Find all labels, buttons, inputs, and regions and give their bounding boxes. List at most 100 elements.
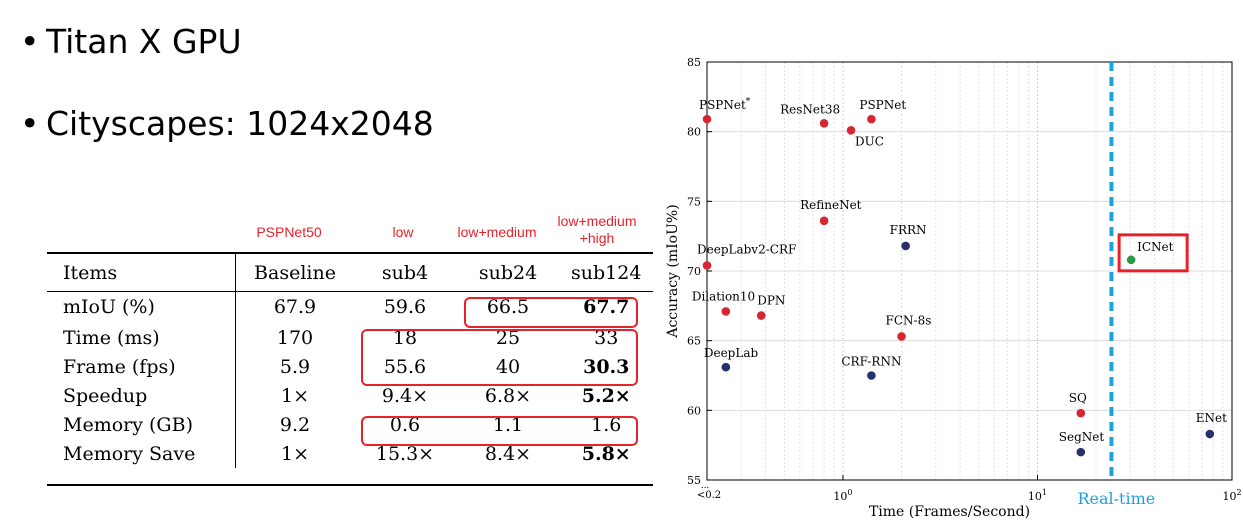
point-pspnet (867, 114, 876, 124)
point-refinenet (819, 216, 829, 226)
bullet-dataset-text: Cityscapes: 1024x2048 (46, 104, 434, 143)
point-label-enet: ENet (1196, 411, 1227, 425)
x-axis-label: Time (Frames/Second) (869, 504, 1030, 520)
x-tick-label: 102 (1222, 488, 1241, 503)
header-low-medium-high: low+medium +high (557, 213, 637, 246)
table-row: Memory (GB) 9.2 0.6 1.1 1.6 (47, 410, 653, 439)
table-row: Memory Save 1× 15.3× 8.4× 5.8× (47, 439, 653, 468)
point-label-pspnet: PSPNet (859, 98, 906, 112)
point-label-pspnet: PSPNet* (699, 97, 751, 112)
x-tick-label: 101 (1028, 488, 1047, 503)
table-cell: 1× (280, 442, 309, 465)
x-tick-label: 100 (833, 488, 852, 503)
point-deeplab (721, 362, 731, 372)
table-cell: 30.3 (583, 355, 630, 378)
point-label-fcn-8s: FCN-8s (886, 313, 932, 327)
table-cell: 15.3× (375, 442, 435, 465)
point-label-deeplab: DeepLab (704, 346, 759, 360)
table-cell: 18 (392, 326, 418, 349)
y-tick-label: 55 (687, 474, 701, 487)
point-segnet (1076, 447, 1086, 457)
col-header: Baseline (254, 261, 336, 284)
table-cell: 9.4× (381, 384, 429, 407)
x-tick-label: <0.2 (697, 490, 721, 501)
table-cell: 55.6 (383, 355, 427, 378)
table-cell: 1.1 (492, 413, 524, 436)
point-resnet38 (819, 119, 829, 128)
header-low-medium: low+medium (457, 224, 537, 240)
table-cell: 59.6 (383, 296, 427, 318)
table-cell: Frame (fps) (47, 352, 236, 381)
point-sq (1076, 408, 1086, 418)
col-header: sub124 (571, 261, 642, 284)
table-cell: Time (ms) (47, 323, 236, 352)
table-cell: Memory (GB) (47, 410, 236, 439)
point-dilation10 (721, 307, 731, 316)
y-tick-label: 80 (687, 126, 701, 139)
highlight-box-time-frame (361, 329, 638, 386)
table-cell: Memory Save (47, 439, 236, 468)
point-label-crf-rnn: CRF-RNN (841, 355, 901, 369)
table-cell: 67.9 (273, 296, 317, 318)
results-table: PSPNet50 low low+medium low+medium +high… (47, 212, 653, 492)
table-cell: Speedup (47, 381, 236, 410)
x-axis-ticks: <0.2 100 101 102... (697, 475, 1242, 503)
bullet-dot-icon: • (20, 104, 40, 143)
y-tick-label: 70 (687, 265, 701, 278)
table-cell: 5.9 (279, 355, 311, 378)
highlight-box-memory (361, 416, 638, 446)
point-duc (846, 125, 856, 135)
y-tick-label: 60 (687, 404, 701, 417)
col-header: sub4 (381, 261, 429, 284)
point-label-frrn: FRRN (890, 223, 927, 237)
table-row: Speedup 1× 9.4× 6.8× 5.2× (47, 381, 653, 410)
point-dpn (756, 311, 766, 320)
table-cell: 66.5 (486, 296, 530, 318)
point-label-duc: DUC (855, 134, 884, 148)
y-tick-label: 75 (687, 195, 701, 208)
col-header: Items (47, 254, 236, 291)
table-cell: 5.2× (581, 384, 631, 407)
point-frrn (901, 241, 910, 251)
bullet-dataset: • Cityscapes: 1024x2048 (20, 104, 434, 144)
highlight-box-miou (464, 297, 638, 328)
table-cell: 6.8× (484, 384, 532, 407)
bullet-gpu: • Titan X GPU (20, 22, 242, 62)
point-fcn-8s (897, 332, 906, 341)
y-tick-label: 85 (687, 56, 701, 69)
header-pspnet50: PSPNet50 (256, 224, 322, 240)
table-header-row: Items Baseline sub4 sub24 sub124 (47, 254, 653, 291)
table-row: Frame (fps) 5.9 55.6 40 30.3 (47, 352, 653, 381)
table-cell: 40 (495, 355, 521, 378)
point-label-resnet38: ResNet38 (780, 102, 840, 116)
y-axis-label: Accuracy (mIoU%) (665, 204, 681, 338)
table-cell: 33 (594, 326, 619, 349)
table-cell: 0.6 (389, 413, 421, 436)
point-label-icnet: ICNet (1137, 240, 1174, 254)
table-cell: 25 (495, 326, 521, 349)
point-icnet (1126, 255, 1136, 265)
point-label-refinenet: RefineNet (800, 198, 862, 212)
icnet-highlight-box (1117, 233, 1189, 273)
table-top-rule (47, 252, 653, 254)
table-cell: 1.6 (591, 413, 622, 436)
point-deeplabv2-crf (702, 261, 712, 270)
y-tick-label: 65 (687, 335, 701, 348)
table-cell: 170 (276, 326, 314, 349)
table-row: mIoU (%) 67.9 59.6 66.5 67.7 (47, 291, 653, 323)
table-cell: 8.4× (484, 442, 532, 465)
point-label-sq: SQ (1069, 391, 1087, 405)
table-bottom-rule (47, 484, 653, 486)
table-cell: 9.2 (279, 413, 311, 436)
table-cell: mIoU (%) (47, 291, 236, 323)
table-cell: 1× (280, 384, 309, 407)
results-grid: Items Baseline sub4 sub24 sub124 mIoU (%… (47, 254, 653, 468)
point-label-deeplabv2-crf: DeepLabv2-CRF (697, 242, 796, 256)
col-header: sub24 (478, 261, 538, 284)
realtime-label: Real-time (1077, 489, 1155, 508)
table-header-rule (47, 291, 653, 292)
point-label-dpn: DPN (757, 294, 785, 308)
point-label-segnet: SegNet (1059, 430, 1105, 444)
point-pspnet (702, 114, 712, 124)
